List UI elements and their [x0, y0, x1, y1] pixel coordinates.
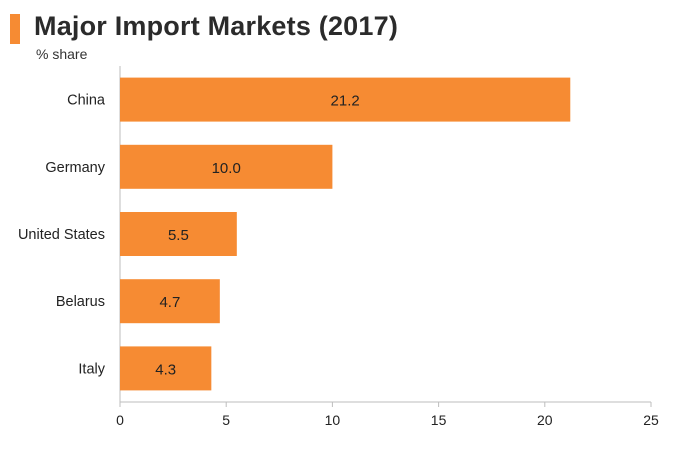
- category-label: Germany: [45, 160, 105, 176]
- x-tick-label: 25: [643, 412, 659, 428]
- bar: [120, 77, 571, 122]
- category-label: United States: [18, 227, 105, 243]
- value-label: 5.5: [168, 227, 189, 244]
- category-label: China: [67, 93, 106, 109]
- bar: [120, 279, 220, 324]
- x-tick-label: 5: [222, 412, 230, 428]
- chart-subtitle: % share: [36, 46, 88, 62]
- x-tick-label: 0: [116, 412, 124, 428]
- chart-title: Major Import Markets (2017): [34, 11, 399, 41]
- value-label: 21.2: [331, 93, 360, 110]
- category-label: Belarus: [56, 294, 105, 310]
- bar: [120, 212, 237, 256]
- x-tick-label: 10: [325, 412, 341, 428]
- bar: [120, 144, 333, 189]
- value-label: 4.3: [155, 361, 176, 378]
- value-label: 10.0: [212, 160, 241, 177]
- value-label: 4.7: [159, 294, 180, 311]
- bar: [120, 346, 212, 391]
- x-tick-label: 15: [431, 412, 447, 428]
- title-accent-bar: [10, 14, 20, 44]
- x-tick-label: 20: [537, 412, 553, 428]
- category-label: Italy: [78, 361, 105, 377]
